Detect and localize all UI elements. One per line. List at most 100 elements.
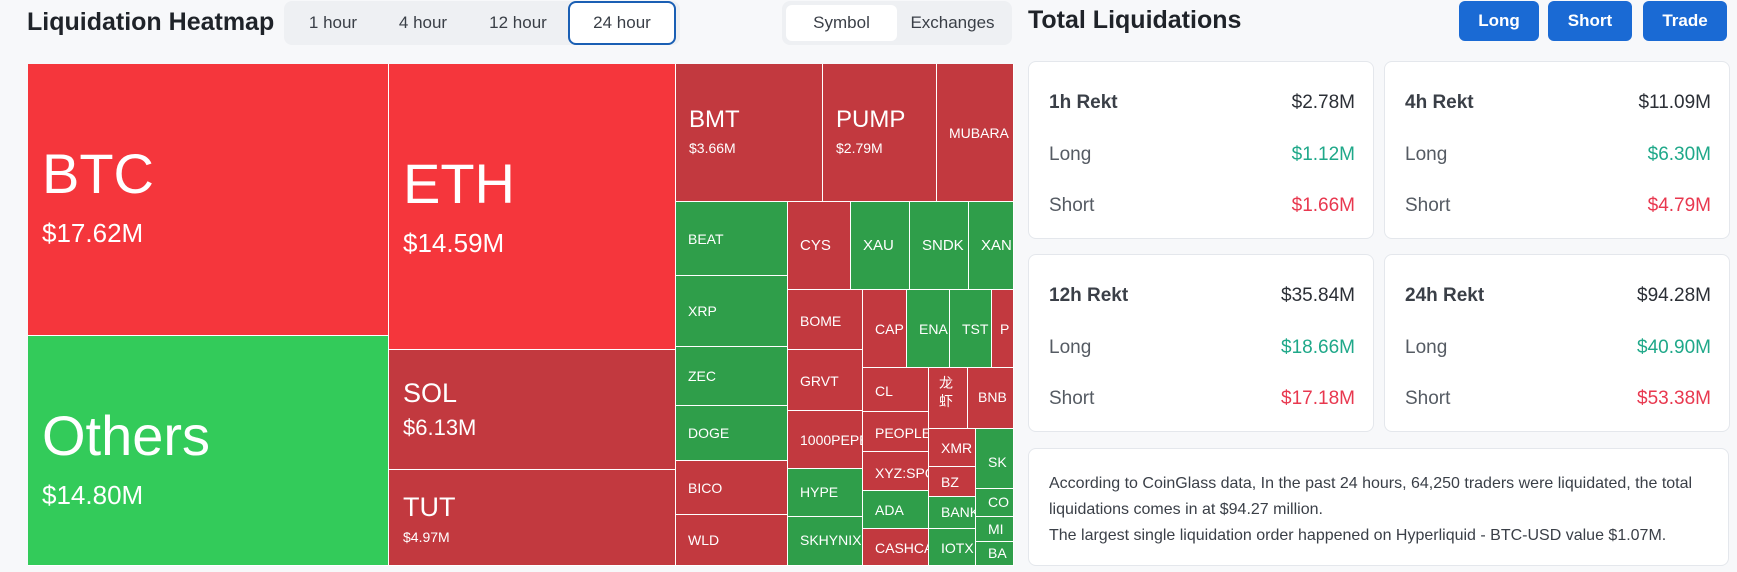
tab-24-hour[interactable]: 24 hour: [568, 1, 676, 45]
tile-symbol: GRVT: [800, 373, 839, 389]
heatmap-tile-32[interactable]: BZ: [929, 467, 976, 497]
heatmap-tile-24[interactable]: CL: [863, 368, 929, 412]
tile-symbol: ETH: [403, 152, 515, 215]
tile-symbol: PEOPLE: [875, 425, 929, 441]
tile-value: $6.13M: [403, 415, 477, 441]
rekt-card-24h: 24h Rekt $94.28M Long $40.90M Short $53.38M: [1384, 254, 1730, 432]
heatmap-tile-30[interactable]: SK: [976, 429, 1014, 489]
heatmap-tile-18[interactable]: BOME: [788, 290, 863, 350]
heatmap-tile-36[interactable]: BANK: [929, 497, 976, 529]
liquidation-heatmap: BTC $17.62M Others $14.80M ETH $14.59M SOL $6.1…: [28, 64, 1014, 566]
tab-symbol[interactable]: Symbol: [786, 5, 897, 41]
heatmap-tile-12[interactable]: BICO: [676, 461, 788, 515]
card-label: 24h Rekt: [1405, 285, 1485, 306]
tile-symbol: WLD: [688, 532, 720, 548]
heatmap-tile-5[interactable]: BMT $3.66M: [676, 64, 823, 202]
heatmap-tile-39[interactable]: CASHCA: [863, 529, 929, 566]
tile-symbol: SNDK: [922, 237, 964, 254]
heatmap-tile-35[interactable]: ADA: [863, 491, 929, 529]
short-value: $17.18M: [1281, 388, 1355, 409]
tab-1-hour[interactable]: 1 hour: [308, 13, 358, 32]
tile-symbol: TUT: [403, 492, 456, 522]
tile-symbol: MI: [988, 521, 1004, 537]
heatmap-tile-10[interactable]: ZEC: [676, 347, 788, 406]
heatmap-tile-20[interactable]: ENA: [907, 290, 950, 368]
heatmap-tile-4[interactable]: TUT $4.97M: [389, 470, 676, 566]
tile-symbol: ZEC: [688, 368, 716, 384]
tile-symbol: CL: [875, 383, 893, 399]
tile-symbol: CO: [988, 494, 1009, 510]
card-total: $35.84M: [1281, 285, 1355, 306]
rekt-card-1h: 1h Rekt $2.78M Long $1.12M Short $1.66M: [1028, 61, 1374, 239]
tile-symbol: BTC: [42, 142, 154, 205]
tile-symbol: BNB: [978, 389, 1007, 405]
heatmap-tile-23[interactable]: GRVT: [788, 350, 863, 411]
tab-12-hour[interactable]: 12 hour: [489, 13, 547, 32]
long-value: $6.30M: [1647, 144, 1711, 165]
card-label: 12h Rekt: [1049, 285, 1129, 306]
trade-button[interactable]: Trade: [1643, 1, 1727, 41]
heatmap-tile-29[interactable]: XMR: [929, 429, 976, 467]
short-button[interactable]: Short: [1548, 1, 1632, 41]
tile-symbol: ENA: [919, 321, 948, 337]
heatmap-tile-14[interactable]: CYS: [788, 202, 851, 290]
tile-symbol: BEAT: [688, 231, 724, 247]
liquidation-summary: According to CoinGlass data, In the past…: [1028, 448, 1729, 566]
tile-symbol: XAU: [863, 237, 894, 254]
heatmap-tile-34[interactable]: HYPE: [788, 469, 863, 517]
heatmap-tile-38[interactable]: SKHYNIX: [788, 517, 863, 566]
heatmap-tile-11[interactable]: DOGE: [676, 406, 788, 461]
heatmap-tile-15[interactable]: XAU: [851, 202, 910, 290]
heatmap-tile-17[interactable]: XAN: [969, 202, 1014, 290]
heatmap-tile-31[interactable]: XYZ:SPC: [863, 452, 929, 491]
heatmap-tile-0[interactable]: BTC $17.62M: [28, 64, 389, 336]
tile-value: $14.80M: [42, 480, 144, 511]
heatmap-tile-19[interactable]: CAP: [863, 290, 907, 368]
heatmap-tile-21[interactable]: TST: [950, 290, 992, 368]
short-label: Short: [1049, 388, 1095, 409]
heatmap-tile-8[interactable]: BEAT: [676, 202, 788, 276]
heatmap-tile-22[interactable]: P: [992, 290, 1014, 368]
heatmap-tile-3[interactable]: SOL $6.13M: [389, 350, 676, 470]
tile-symbol: BANK: [941, 504, 976, 520]
heatmap-tile-1[interactable]: Others $14.80M: [28, 336, 389, 566]
tile-symbol: MUBARA: [949, 125, 1009, 141]
heatmap-tile-41[interactable]: BA: [976, 542, 1014, 566]
view-mode-tabs: Symbol Exchanges: [782, 1, 1012, 45]
heatmap-tile-33[interactable]: CO: [976, 489, 1014, 517]
tile-symbol: BA: [988, 545, 1007, 561]
long-button[interactable]: Long: [1459, 1, 1539, 41]
heatmap-tile-26[interactable]: BNB: [968, 368, 1014, 429]
heatmap-tile-27[interactable]: 1000PEPE: [788, 411, 863, 469]
tile-symbol: BOME: [800, 313, 842, 329]
card-total: $2.78M: [1291, 92, 1355, 113]
tile-symbol: CAP: [875, 321, 904, 337]
heatmap-title: Liquidation Heatmap: [27, 8, 275, 36]
tile-symbol: IOTX: [941, 540, 974, 556]
summary-text-2: The largest single liquidation order hap…: [1049, 527, 1667, 544]
tile-value: $14.59M: [403, 228, 505, 259]
heatmap-tile-37[interactable]: MI: [976, 517, 1014, 542]
tile-symbol: HYPE: [800, 484, 839, 500]
tile-symbol: SKHYNIX: [800, 532, 862, 548]
tab-4-hour[interactable]: 4 hour: [398, 13, 448, 32]
tile-symbol: XMR: [941, 440, 973, 456]
heatmap-tile-28[interactable]: PEOPLE: [863, 412, 929, 452]
heatmap-tile-2[interactable]: ETH $14.59M: [389, 64, 676, 350]
tab-exchanges[interactable]: Exchanges: [910, 13, 995, 32]
tile-symbol: Others: [42, 404, 211, 467]
summary-text-1: According to CoinGlass data, In the past…: [1049, 475, 1693, 518]
heatmap-tile-6[interactable]: PUMP $2.79M: [823, 64, 937, 202]
short-value: $4.79M: [1647, 195, 1711, 216]
heatmap-tile-9[interactable]: XRP: [676, 276, 788, 347]
heatmap-tile-40[interactable]: IOTX: [929, 529, 976, 566]
tile-value: $17.62M: [42, 218, 144, 249]
tile-symbol: BZ: [941, 474, 959, 490]
short-label: Short: [1049, 195, 1095, 216]
tile-value: $4.97M: [403, 529, 450, 546]
heatmap-tile-25[interactable]: 龙 虾: [929, 368, 968, 429]
heatmap-tile-13[interactable]: WLD: [676, 515, 788, 566]
heatmap-tile-16[interactable]: SNDK: [910, 202, 969, 290]
heatmap-tile-7[interactable]: MUBARA: [937, 64, 1014, 202]
